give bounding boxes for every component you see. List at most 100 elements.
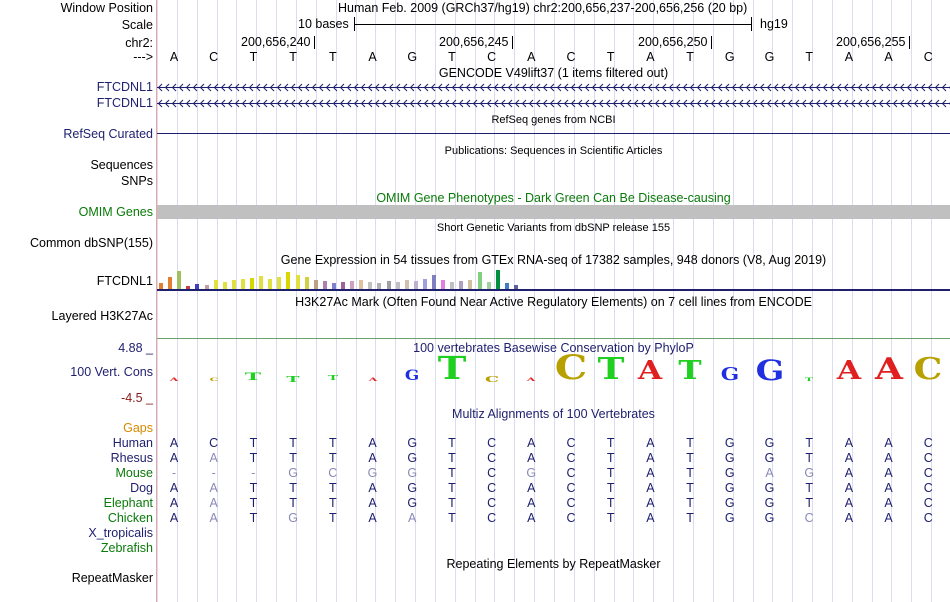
refseq-label[interactable]: RefSeq Curated: [63, 127, 153, 141]
gtex-tissue-bar[interactable]: [195, 284, 200, 289]
gtex-tissue-bar[interactable]: [432, 275, 436, 289]
alignment-base: G: [764, 496, 775, 510]
gtex-tissue-bar[interactable]: [268, 279, 273, 289]
gtex-tissue-bar[interactable]: [368, 282, 373, 289]
gtex-tissue-bar[interactable]: [350, 281, 355, 289]
gtex-tissue-bar[interactable]: [450, 282, 455, 289]
gtex-tissue-bar[interactable]: [413, 281, 418, 289]
gtex-tissue-bar[interactable]: [422, 279, 427, 289]
omim-track-title[interactable]: OMIM Gene Phenotypes - Dark Green Can Be…: [376, 191, 731, 205]
alignment-base: A: [169, 511, 179, 525]
gtex-tissue-bar[interactable]: [441, 280, 446, 289]
gtex-tissue-bar[interactable]: [459, 281, 464, 289]
repeatmasker-label[interactable]: RepeatMasker: [71, 571, 153, 585]
gtex-tissue-bar[interactable]: [286, 272, 291, 289]
gtex-tissue-bar[interactable]: [304, 277, 309, 289]
gtex-tissue-bar[interactable]: [177, 271, 182, 289]
gaps-label[interactable]: Gaps: [123, 421, 153, 435]
reference-base: G: [724, 50, 735, 64]
multiz-track-title[interactable]: Multiz Alignments of 100 Vertebrates: [452, 407, 655, 421]
species-label-rhesus[interactable]: Rhesus: [110, 451, 153, 465]
gtex-tissue-bar[interactable]: [250, 278, 254, 289]
gene-label-ftcdnl1-2[interactable]: FTCDNL1: [96, 96, 153, 110]
species-label-dog[interactable]: Dog: [130, 481, 153, 495]
alignment-base: C: [328, 466, 338, 480]
publications-track-title[interactable]: Publications: Sequences in Scientific Ar…: [444, 145, 663, 157]
alignment-base: T: [448, 436, 456, 450]
alignment-base: A: [368, 451, 377, 465]
gtex-tissue-bar[interactable]: [495, 270, 500, 289]
gtex-tissue-bar[interactable]: [404, 280, 409, 289]
repeatmasker-track-title[interactable]: Repeating Elements by RepeatMasker: [446, 557, 661, 571]
alignment-base: A: [646, 466, 655, 480]
alignment-base: C: [487, 466, 497, 480]
conservation-letter: T: [597, 352, 625, 387]
species-label-zebrafish[interactable]: Zebrafish: [100, 541, 153, 555]
alignment-base: A: [884, 481, 893, 495]
gtex-tissue-bar[interactable]: [486, 282, 491, 289]
refseq-track-title[interactable]: RefSeq genes from NCBI: [491, 114, 616, 126]
gene-label-ftcdnl1-1[interactable]: FTCDNL1: [96, 80, 153, 94]
alignment-base: C: [923, 436, 933, 450]
alignment-base: T: [686, 496, 694, 510]
conservation-letter: G: [755, 353, 784, 387]
gtex-tissue-bar[interactable]: [331, 283, 336, 289]
alignment-base: A: [884, 451, 893, 465]
alignment-base: G: [724, 481, 735, 495]
gtex-tissue-bar[interactable]: [386, 281, 391, 289]
gtex-tissue-bar[interactable]: [186, 286, 191, 289]
gtex-tissue-bar[interactable]: [377, 283, 382, 289]
snps-label[interactable]: SNPs: [121, 174, 153, 188]
gtex-label[interactable]: FTCDNL1: [96, 274, 153, 288]
sequences-label[interactable]: Sequences: [90, 158, 153, 172]
gencode-track-title[interactable]: GENCODE V49lift37 (1 items filtered out): [438, 66, 669, 80]
gtex-tissue-bar[interactable]: [359, 280, 364, 289]
gtex-tissue-bar[interactable]: [295, 275, 300, 289]
gtex-tissue-bar[interactable]: [259, 276, 264, 289]
gtex-track-title[interactable]: Gene Expression in 54 tissues from GTEx …: [280, 253, 827, 267]
species-label-chicken[interactable]: Chicken: [107, 511, 153, 525]
gtex-tissue-bar[interactable]: [477, 272, 482, 289]
alignment-base: T: [328, 511, 337, 525]
gtex-tissue-bar[interactable]: [395, 282, 400, 289]
gtex-tissue-bar[interactable]: [277, 277, 282, 289]
gtex-tissue-bar[interactable]: [240, 279, 245, 289]
species-label-x_tropicalis[interactable]: X_tropicalis: [88, 526, 153, 540]
gtex-tissue-bar[interactable]: [204, 285, 209, 289]
conservation-label[interactable]: 100 Vert. Cons: [70, 365, 153, 379]
gtex-tissue-bar[interactable]: [313, 280, 318, 289]
alignment-base: T: [686, 481, 694, 495]
gtex-expression-bars[interactable]: [157, 268, 950, 289]
dbsnp-label[interactable]: Common dbSNP(155): [30, 236, 153, 250]
species-label-mouse[interactable]: Mouse: [115, 466, 153, 480]
conservation-letter: A: [527, 377, 536, 383]
omim-feature-bar[interactable]: [157, 205, 950, 219]
gene-model-ftcdnl1-1[interactable]: [157, 82, 950, 93]
omim-label[interactable]: OMIM Genes: [78, 205, 153, 219]
refseq-gene-line[interactable]: [157, 133, 950, 134]
gtex-tissue-bar[interactable]: [222, 282, 227, 289]
gtex-tissue-bar[interactable]: [468, 280, 473, 289]
gtex-tissue-bar[interactable]: [341, 282, 345, 289]
conservation-track-title[interactable]: 100 vertebrates Basewise Conservation by…: [413, 341, 694, 355]
alignment-base: C: [566, 481, 576, 495]
gtex-tissue-bar[interactable]: [504, 283, 509, 289]
coord-tick-1: [314, 36, 315, 49]
gtex-tissue-bar[interactable]: [513, 285, 518, 289]
h3k27ac-label[interactable]: Layered H3K27Ac: [51, 309, 153, 323]
gtex-tissue-bar[interactable]: [213, 280, 218, 289]
alignment-base: A: [844, 451, 854, 465]
gtex-tissue-bar[interactable]: [322, 281, 327, 289]
h3k27ac-track-title[interactable]: H3K27Ac Mark (Often Found Near Active Re…: [295, 295, 812, 309]
gtex-tissue-bar[interactable]: [159, 283, 163, 289]
gtex-tissue-bar[interactable]: [168, 277, 173, 289]
conservation-letter: G: [720, 363, 740, 385]
alignment-base: T: [328, 496, 337, 510]
gene-model-ftcdnl1-2[interactable]: [157, 98, 950, 109]
alignment-base: A: [527, 436, 536, 450]
gtex-tissue-bar[interactable]: [231, 280, 236, 289]
species-label-elephant[interactable]: Elephant: [103, 496, 153, 510]
dbsnp-track-title[interactable]: Short Genetic Variants from dbSNP releas…: [436, 222, 671, 234]
species-label-human[interactable]: Human: [112, 436, 153, 450]
